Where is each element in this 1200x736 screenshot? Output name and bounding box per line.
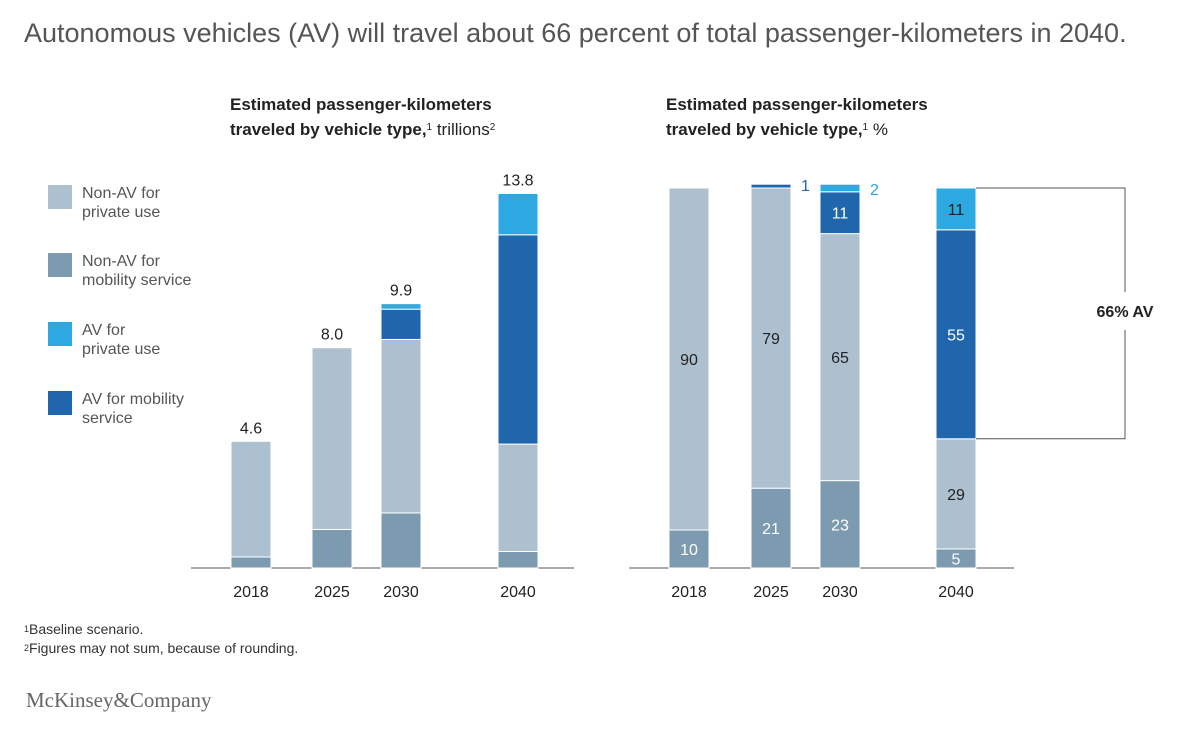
right-bar-segment [935, 229, 977, 440]
legend-label-line1: Non-AV for [82, 253, 160, 270]
left-bar-segment [380, 303, 422, 310]
left-bar-segment [497, 234, 539, 445]
left-bar-segment [497, 550, 539, 569]
legend-label-line2: mobility service [82, 272, 192, 289]
left-bar-segment [380, 338, 422, 514]
right-bar-segment-label: 79 [762, 331, 780, 348]
footnote-2-text: Figures may not sum, because of rounding… [29, 640, 299, 656]
right-bar-segment [750, 183, 792, 189]
left-chart-title-line2: traveled by vehicle type,1 trillions2 [230, 117, 495, 142]
legend-label-line2: private use [82, 341, 161, 358]
legend-label-line1: AV for [82, 322, 126, 339]
right-bar-segment [750, 487, 792, 569]
right-bar-segment [668, 187, 710, 531]
footnote-1-text: Baseline scenario. [29, 621, 144, 637]
legend-swatch [48, 253, 72, 277]
legend-swatch [48, 391, 72, 415]
right-bar-segment [819, 233, 861, 482]
av-bracket-top [976, 187, 1126, 292]
headline: Autonomous vehicles (AV) will travel abo… [24, 18, 1127, 48]
right-bar-segment-label: 11 [948, 202, 965, 219]
right-bar-segment-label: 10 [680, 542, 698, 559]
legend-item-nonav-mobility: Non-AV for mobility service [48, 252, 212, 290]
legend-label-line1: AV for mobility [82, 391, 184, 408]
right-bar-segment-label: 29 [947, 487, 965, 504]
footnote-1-mark: 1 [24, 624, 30, 634]
right-bar-segment [819, 480, 861, 569]
left-x-tick-label: 2018 [233, 584, 269, 601]
left-bar-segment [311, 528, 353, 569]
right-chart-title-line2: traveled by vehicle type,1 % [666, 117, 928, 142]
left-x-tick-label: 2025 [314, 584, 350, 601]
right-bar-segment-label: 55 [947, 327, 965, 344]
footnotes: 1Baseline scenario. 2Figures may not sum… [24, 620, 298, 658]
right-bar-segment [819, 183, 861, 193]
right-chart-title-sup1: 1 [862, 122, 869, 133]
footnote-1: 1Baseline scenario. [24, 620, 298, 639]
legend-label-line2: private use [82, 204, 161, 221]
left-bar-segment [230, 556, 272, 569]
brand-logo-text: McKinsey&Company [26, 688, 212, 712]
left-x-tick-label: 2040 [500, 584, 536, 601]
right-bar-segment-label: 23 [831, 517, 849, 534]
left-chart-title: Estimated passenger-kilometers traveled … [230, 92, 495, 142]
right-x-tick-label: 2040 [938, 584, 974, 601]
legend-swatch [48, 322, 72, 346]
right-bar-segment-label-outside: 2 [870, 182, 879, 199]
right-bar-segment-label: 21 [762, 521, 780, 538]
right-chart-title-bold: traveled by vehicle type, [666, 120, 863, 139]
legend-item-av-private: AV for private use [48, 321, 212, 359]
right-bar-segment-label: 65 [831, 350, 849, 367]
left-bar-total-label: 4.6 [240, 420, 262, 437]
right-chart-title-unit: % [868, 120, 888, 139]
right-bar-segment-label-outside: 1 [801, 178, 810, 195]
legend-label: Non-AV for mobility service [82, 252, 212, 290]
legend-label-line1: Non-AV for [82, 185, 160, 202]
left-chart-title-sup1: 1 [426, 122, 433, 133]
right-bar-segment [668, 529, 710, 569]
left-bar-segment [380, 308, 422, 340]
legend-label: Non-AV for private use [82, 184, 212, 222]
right-bar-segment-label: 5 [952, 552, 961, 569]
left-bar-total-label: 8.0 [321, 327, 343, 344]
left-bar-segment [311, 347, 353, 530]
legend-item-av-mobility: AV for mobility service [48, 390, 212, 428]
legend-item-nonav-private: Non-AV for private use [48, 184, 212, 222]
left-chart-title-line1: Estimated passenger-kilometers [230, 95, 492, 114]
left-bar-total-label: 13.8 [502, 173, 533, 190]
footnote-2: 2Figures may not sum, because of roundin… [24, 639, 298, 658]
left-x-tick-label: 2030 [383, 584, 419, 601]
left-bar-segment [497, 443, 539, 552]
right-bar-segment-label: 90 [680, 352, 698, 369]
left-chart-title-bold: traveled by vehicle type, [230, 120, 427, 139]
legend-swatch [48, 185, 72, 209]
right-x-tick-label: 2025 [753, 584, 789, 601]
right-x-tick-label: 2018 [671, 584, 707, 601]
left-bar-segment [380, 512, 422, 569]
legend-label-line2: service [82, 410, 133, 427]
av-bracket-bottom [976, 330, 1126, 440]
legend-label: AV for mobility service [82, 390, 212, 428]
left-bar-segment [230, 440, 272, 558]
legend-label: AV for private use [82, 321, 212, 359]
left-chart-title-unit: trillions [432, 120, 490, 139]
right-x-tick-label: 2030 [822, 584, 858, 601]
right-chart-title-line1: Estimated passenger-kilometers [666, 95, 928, 114]
left-chart-title-sup2: 2 [489, 122, 496, 133]
right-bar-segment-label: 11 [832, 206, 849, 223]
left-bar-segment [497, 193, 539, 236]
right-chart-title: Estimated passenger-kilometers traveled … [666, 92, 928, 142]
right-bar-segment [935, 187, 977, 231]
left-bar-total-label: 9.9 [390, 283, 412, 300]
footnote-2-mark: 2 [24, 643, 30, 653]
av-share-annotation: 66% AV [1097, 304, 1154, 321]
